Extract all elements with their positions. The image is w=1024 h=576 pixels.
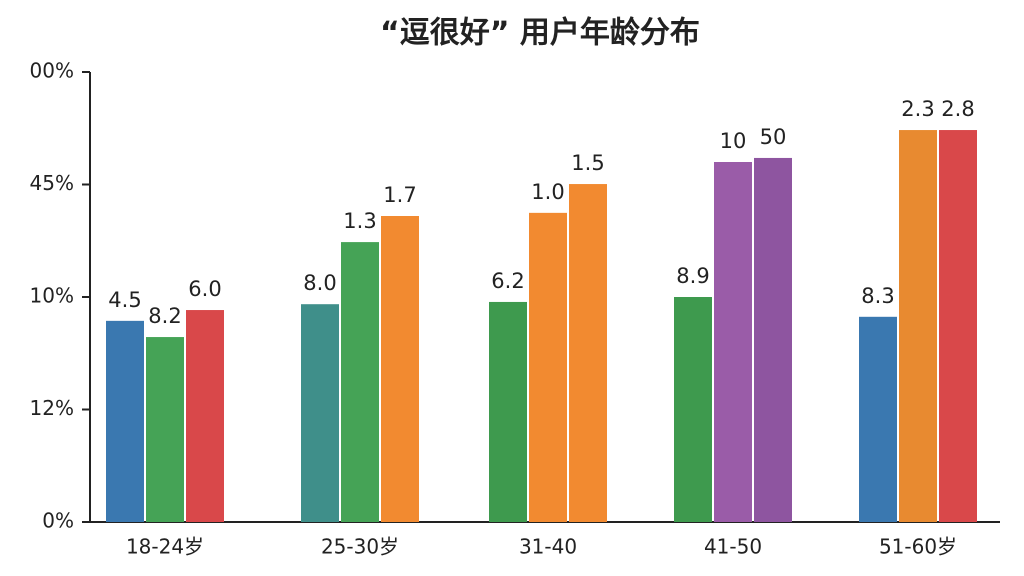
bar <box>754 157 792 522</box>
bar <box>146 337 184 522</box>
y-tick-label: 10% <box>30 284 74 308</box>
bar <box>529 212 567 522</box>
bar <box>674 297 712 522</box>
bar-label: 6.2 <box>491 269 524 293</box>
bar <box>899 130 937 523</box>
x-tick-label: 25-30岁 <box>321 535 399 559</box>
x-tick-label: 41-50 <box>704 535 762 559</box>
bar-label: 8.9 <box>676 264 709 288</box>
bar <box>106 320 144 522</box>
bar-label: 1.0 <box>531 180 564 204</box>
bar <box>381 216 419 522</box>
bar <box>859 316 897 522</box>
bar-label: 1.3 <box>343 209 376 233</box>
bar-label: 8.3 <box>861 284 894 308</box>
y-tick-label: 45% <box>30 171 74 195</box>
bar <box>939 130 977 523</box>
bar-label: 8.2 <box>148 304 181 328</box>
bar-label: 6.0 <box>188 277 221 301</box>
x-tick-label: 31-40 <box>519 535 577 559</box>
bar-label: 2.3 <box>901 97 934 121</box>
bar <box>714 162 752 522</box>
bar <box>186 310 224 522</box>
bar <box>569 184 607 523</box>
bar <box>341 242 379 522</box>
x-tick-label: 51-60岁 <box>879 535 957 559</box>
bar-label: 8.0 <box>303 271 336 295</box>
y-tick-label: 00% <box>30 59 74 83</box>
chart-title: “逗很好” 用户年龄分布 <box>380 16 700 51</box>
bar-label: 2.8 <box>941 97 974 121</box>
bar-label: 1.5 <box>571 151 604 175</box>
bar-label: 10 <box>720 129 747 153</box>
bar <box>301 304 339 522</box>
bar <box>489 301 527 522</box>
y-tick-label: 12% <box>30 396 74 420</box>
y-tick-label: 0% <box>42 509 74 533</box>
bar-label: 50 <box>760 125 787 149</box>
bar-label: 4.5 <box>108 288 141 312</box>
x-tick-label: 18-24岁 <box>126 535 204 559</box>
bar-label: 1.7 <box>383 183 416 207</box>
